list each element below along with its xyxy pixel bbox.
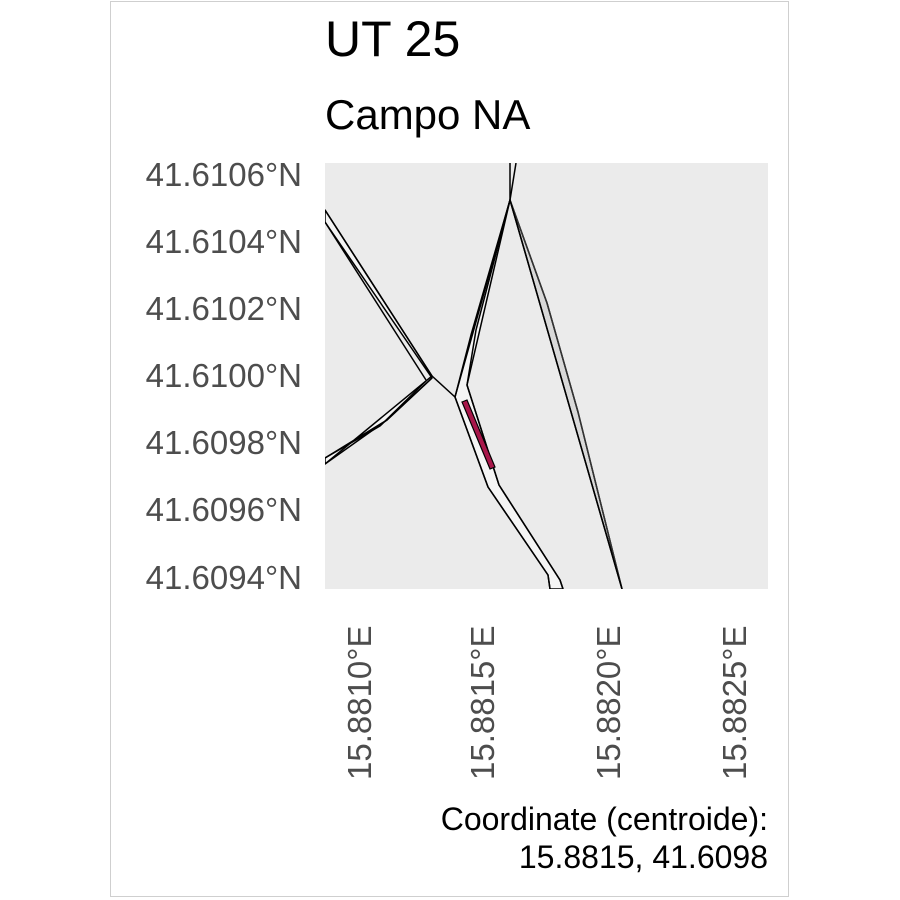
y-tick-label: 41.6102°N [145, 290, 302, 327]
x-tick-label: 15.8825°E [716, 625, 753, 781]
y-tick-label: 41.6104°N [145, 223, 302, 260]
y-tick-label: 41.6100°N [145, 357, 302, 394]
road-junction-link [431, 375, 456, 398]
y-tick-label: 41.6096°N [145, 491, 302, 528]
centroid-caption-label: Coordinate (centroide): [440, 801, 768, 837]
map-panel [325, 163, 768, 589]
centroid-caption: Coordinate (centroide): 15.8815, 41.6098 [441, 800, 768, 877]
road-east-a [509, 199, 623, 589]
road-corridor-east [466, 199, 564, 589]
x-tick: 15.8820°E [590, 612, 632, 782]
road-north-west-a [325, 209, 433, 377]
road-corridor-west [454, 199, 551, 589]
road-north-west-b [325, 221, 427, 381]
map-subtitle: Campo NA [325, 91, 531, 138]
highlighted-parcel-ut25[interactable] [461, 399, 496, 470]
y-tick-label: 41.6094°N [145, 559, 302, 596]
y-tick-label: 41.6106°N [145, 156, 302, 193]
y-tick-label: 41.6098°N [145, 424, 302, 461]
centroid-caption-value: 15.8815, 41.6098 [518, 839, 768, 876]
x-tick: 15.8810°E [341, 612, 383, 782]
road-east-b [509, 199, 623, 589]
x-tick: 15.8825°E [716, 612, 758, 782]
road-south-west-b [325, 380, 427, 459]
map-title: UT 25 [325, 11, 461, 67]
x-tick: 15.8815°E [464, 612, 506, 782]
x-tick-label: 15.8815°E [464, 625, 501, 781]
x-tick-label: 15.8820°E [590, 625, 627, 781]
x-tick-label: 15.8810°E [341, 625, 378, 781]
road-north-b [509, 163, 517, 201]
